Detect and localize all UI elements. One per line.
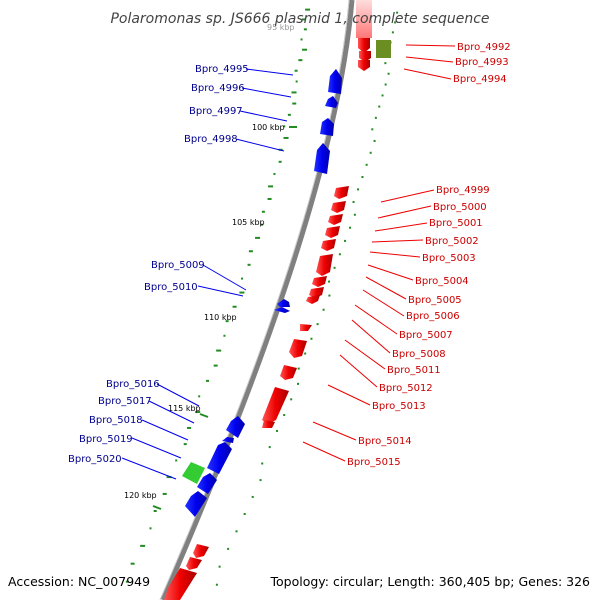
gene-labels-right: Bpro_4992 Bpro_4993 Bpro_4994 Bpro_4999 … [347,42,511,468]
gene-bpro_5010[interactable] [274,307,290,313]
label-bpro_4993[interactable]: Bpro_4993 [455,57,509,68]
reverse-strand-genes [164,0,391,600]
tick-label-95: 95 kbp [267,23,295,32]
label-bpro_5010[interactable]: Bpro_5010 [144,282,198,293]
gene-bpro_5008[interactable] [300,324,312,331]
gene-bpro_4997[interactable] [320,118,334,136]
tick-label-105: 105 kbp [232,218,265,227]
label-bpro_5005[interactable]: Bpro_5005 [408,295,462,306]
gene-olive[interactable] [376,40,391,58]
gene-fade-top [356,0,372,38]
label-bpro_5009[interactable]: Bpro_5009 [151,260,205,271]
gene-bpro_4996[interactable] [325,96,338,108]
gene-bpro_4994[interactable] [358,60,370,71]
gene-bpro_5003[interactable] [321,239,336,251]
gene-bpro_5017[interactable] [222,437,234,443]
label-bpro_5000[interactable]: Bpro_5000 [433,202,487,213]
gene-bpro_5013[interactable] [262,387,289,424]
tick-label-115: 115 kbp [168,404,201,413]
forward-strand-genes [182,69,342,517]
tick-mark-120 [152,505,162,510]
gene-bpro_4995[interactable] [328,69,342,94]
gene-bpro_5004[interactable] [316,254,333,276]
gene-bpro_5012[interactable] [280,365,297,380]
label-bpro_5020[interactable]: Bpro_5020 [68,454,122,465]
accession-text: Accession: NC_007949 [8,574,150,589]
tick-label-100: 100 kbp [252,123,285,132]
label-bpro_5004[interactable]: Bpro_5004 [415,276,469,287]
gene-bpro_5016[interactable] [226,416,245,438]
gene-bpro_5000[interactable] [331,201,346,213]
gene-labels-left: Bpro_4995 Bpro_4996 Bpro_4997 Bpro_4998 … [68,64,249,465]
label-bpro_5017[interactable]: Bpro_5017 [98,396,152,407]
tick-mark-115 [199,413,209,418]
gene-bpro_5006[interactable] [309,287,324,298]
gene-bpro_5020[interactable] [185,491,207,517]
gene-bottom-b[interactable] [186,557,202,570]
summary-text: Topology: circular; Length: 360,405 bp; … [270,574,591,589]
gene-bpro_5019[interactable] [197,473,217,494]
gene-bpro_4993[interactable] [359,51,371,62]
tick-label-110: 110 kbp [204,313,237,322]
label-bpro_4996[interactable]: Bpro_4996 [191,83,245,94]
gene-bottom-c[interactable] [164,568,197,600]
map-title: Polaromonas sp. JS666 plasmid 1, complet… [110,11,489,27]
label-bpro_5016[interactable]: Bpro_5016 [106,379,160,390]
label-bpro_5008[interactable]: Bpro_5008 [392,349,446,360]
gene-bpro_5001[interactable] [328,214,343,225]
gene-bpro_5002[interactable] [325,226,340,238]
label-bpro_4995[interactable]: Bpro_4995 [195,64,249,75]
label-bpro_5007[interactable]: Bpro_5007 [399,330,453,341]
gene-bpro_5014[interactable] [262,420,275,428]
label-bpro_4994[interactable]: Bpro_4994 [453,74,507,85]
label-bpro_5013[interactable]: Bpro_5013 [372,401,426,412]
label-bpro_5001[interactable]: Bpro_5001 [429,218,483,229]
gene-bpro_5009[interactable] [277,299,290,307]
leader-lines-red [302,44,456,462]
label-bpro_4998[interactable]: Bpro_4998 [184,134,238,145]
gene-bpro_5018[interactable] [207,442,232,474]
label-bpro_4999[interactable]: Bpro_4999 [436,185,490,196]
label-bpro_5003[interactable]: Bpro_5003 [422,253,476,264]
gc-content-track [125,8,399,586]
tick-label-120: 120 kbp [124,491,157,500]
label-bpro_4992[interactable]: Bpro_4992 [457,42,511,53]
label-bpro_5011[interactable]: Bpro_5011 [387,365,441,376]
label-bpro_5006[interactable]: Bpro_5006 [406,311,460,322]
gene-bpro_5005[interactable] [312,276,327,287]
leader-lines-blue [121,68,294,480]
gene-bottom-a[interactable] [193,544,209,558]
gene-bpro_4999[interactable] [334,186,349,199]
gene-bpro_4992[interactable] [358,38,370,53]
label-bpro_5019[interactable]: Bpro_5019 [79,434,133,445]
gene-bpro_5007[interactable] [306,295,320,304]
gene-bpro_5011[interactable] [289,339,307,358]
label-bpro_5018[interactable]: Bpro_5018 [89,415,143,426]
label-bpro_5015[interactable]: Bpro_5015 [347,457,401,468]
label-bpro_5002[interactable]: Bpro_5002 [425,236,479,247]
label-bpro_5014[interactable]: Bpro_5014 [358,436,412,447]
gene-bpro_4998[interactable] [314,143,330,174]
label-bpro_5012[interactable]: Bpro_5012 [379,383,433,394]
gene-rna-green[interactable] [182,462,205,484]
label-bpro_4997[interactable]: Bpro_4997 [189,106,243,117]
